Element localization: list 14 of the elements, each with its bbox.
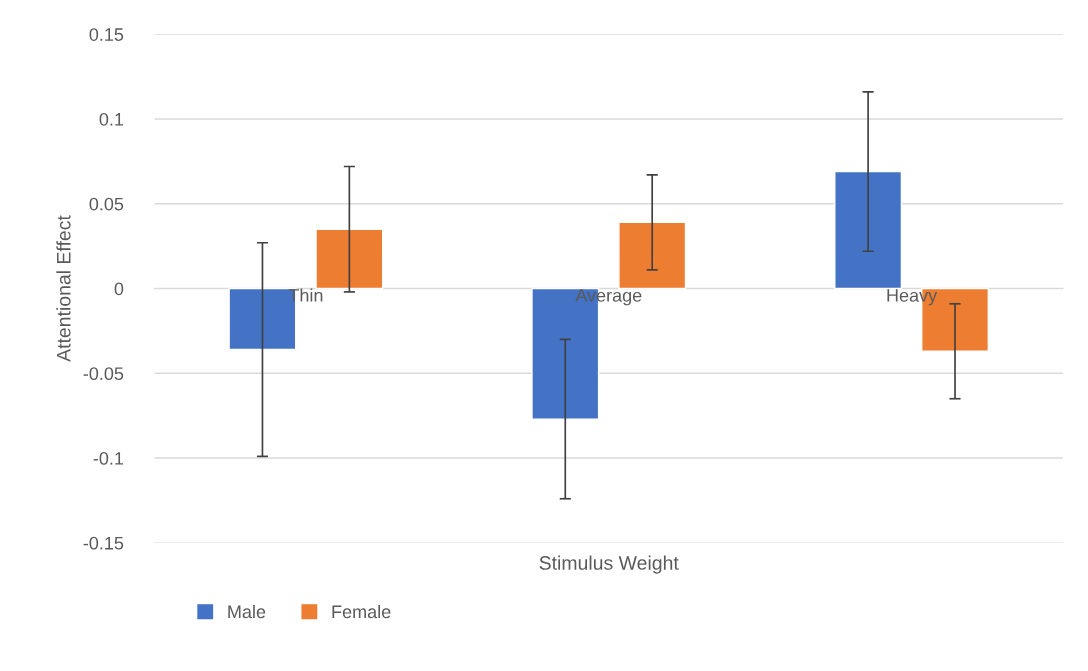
bar [834, 170, 903, 290]
y-tick-label: -0.15 [83, 536, 124, 550]
y-tick-label: -0.05 [83, 367, 124, 381]
y-tick-label: 0.15 [89, 28, 124, 41]
bar [315, 228, 384, 290]
y-tick-label: 0 [114, 282, 124, 296]
x-axis-title: Stimulus Weight [539, 555, 679, 574]
bar [618, 221, 687, 290]
y-tick-label: -0.1 [93, 452, 124, 465]
legend-label: Female [332, 604, 391, 619]
y-axis-title: Attentional Effect [56, 215, 71, 362]
y-tick-label: 0.1 [99, 112, 124, 126]
y-tick-label: 0.05 [89, 197, 124, 211]
legend-label: Male [228, 604, 266, 619]
